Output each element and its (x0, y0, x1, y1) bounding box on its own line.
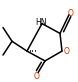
Text: O: O (68, 9, 74, 18)
Text: HN: HN (35, 18, 47, 27)
Text: O: O (64, 47, 70, 56)
Text: O: O (34, 72, 40, 81)
